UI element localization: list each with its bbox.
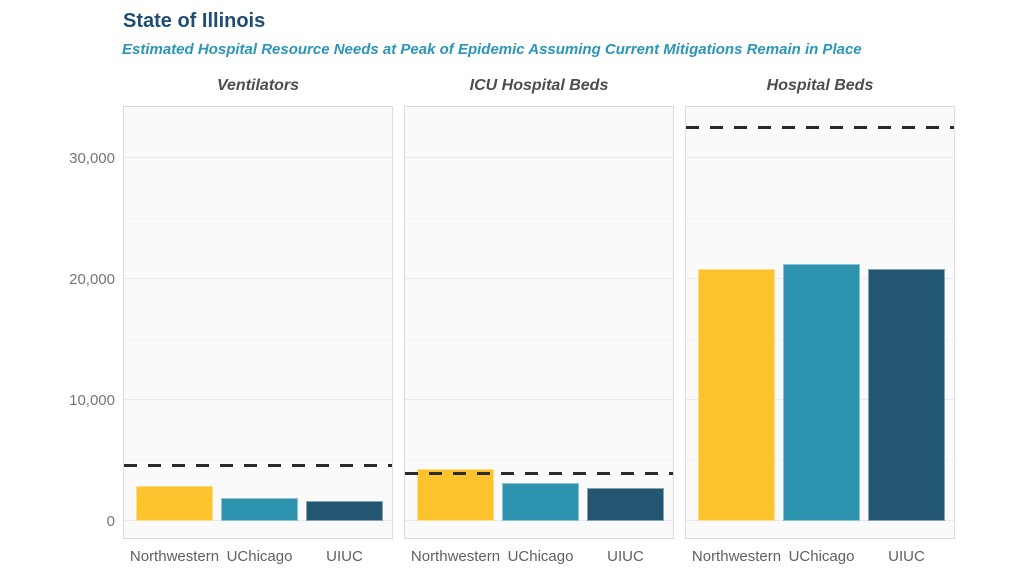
x-label-northwestern: Northwestern <box>129 548 220 565</box>
minor-gridline <box>124 338 392 340</box>
major-gridline <box>124 399 392 400</box>
panel-hospital-beds <box>685 106 955 539</box>
minor-gridline <box>405 459 673 461</box>
x-label-uchicago: UChicago <box>226 548 293 565</box>
capacity-dashed-line <box>405 472 673 476</box>
major-gridline <box>124 157 392 158</box>
x-label-group: Northwestern UChicago UIUC <box>404 548 674 568</box>
minor-gridline <box>124 459 392 461</box>
plot-area: 0 10,000 20,000 30,000 <box>0 106 955 539</box>
bar-uiuc <box>306 501 383 521</box>
minor-gridline <box>405 217 673 219</box>
x-label-uchicago: UChicago <box>507 548 574 565</box>
x-label-group: Northwestern UChicago UIUC <box>123 548 393 568</box>
y-tick-label: 30,000 <box>69 150 115 167</box>
major-gridline <box>405 157 673 158</box>
x-label-uchicago: UChicago <box>788 548 855 565</box>
bar-northwestern <box>136 485 213 521</box>
major-gridline <box>124 278 392 279</box>
major-gridline <box>405 278 673 279</box>
facet-panels <box>123 106 955 539</box>
facet-title-hospital-beds: Hospital Beds <box>766 77 874 94</box>
bar-northwestern <box>698 269 775 521</box>
panel-icu-beds <box>404 106 674 539</box>
bar-uchicago <box>221 498 298 521</box>
bar-uiuc <box>587 487 664 521</box>
bar-northwestern <box>417 468 494 521</box>
capacity-dashed-line <box>686 126 954 130</box>
major-gridline <box>405 399 673 400</box>
y-tick-label: 20,000 <box>69 271 115 288</box>
bar-uchicago <box>783 264 860 521</box>
x-label-group: Northwestern UChicago UIUC <box>685 548 955 568</box>
capacity-dashed-line <box>124 464 392 468</box>
x-label-uiuc: UIUC <box>326 548 363 565</box>
bar-uiuc <box>868 269 945 521</box>
minor-gridline <box>124 217 392 219</box>
bar-uchicago <box>502 482 579 521</box>
y-tick-label: 10,000 <box>69 392 115 409</box>
x-label-uiuc: UIUC <box>607 548 644 565</box>
x-label-northwestern: Northwestern <box>410 548 501 565</box>
panel-ventilators <box>123 106 393 539</box>
x-axis-labels: Northwestern UChicago UIUC Northwestern … <box>123 548 955 568</box>
x-label-northwestern: Northwestern <box>691 548 782 565</box>
minor-gridline <box>686 217 954 219</box>
y-axis: 0 10,000 20,000 30,000 <box>0 106 123 539</box>
page-subtitle: Estimated Hospital Resource Needs at Pea… <box>122 41 862 58</box>
facet-title-ventilators: Ventilators <box>216 77 300 94</box>
facet-title-icu-beds: ICU Hospital Beds <box>469 77 609 94</box>
major-gridline <box>686 157 954 158</box>
page-title: State of Illinois <box>123 10 266 32</box>
x-label-uiuc: UIUC <box>888 548 925 565</box>
y-tick-label: 0 <box>106 513 115 530</box>
facet-title-row: Ventilators ICU Hospital Beds Hospital B… <box>123 77 955 95</box>
minor-gridline <box>405 338 673 340</box>
